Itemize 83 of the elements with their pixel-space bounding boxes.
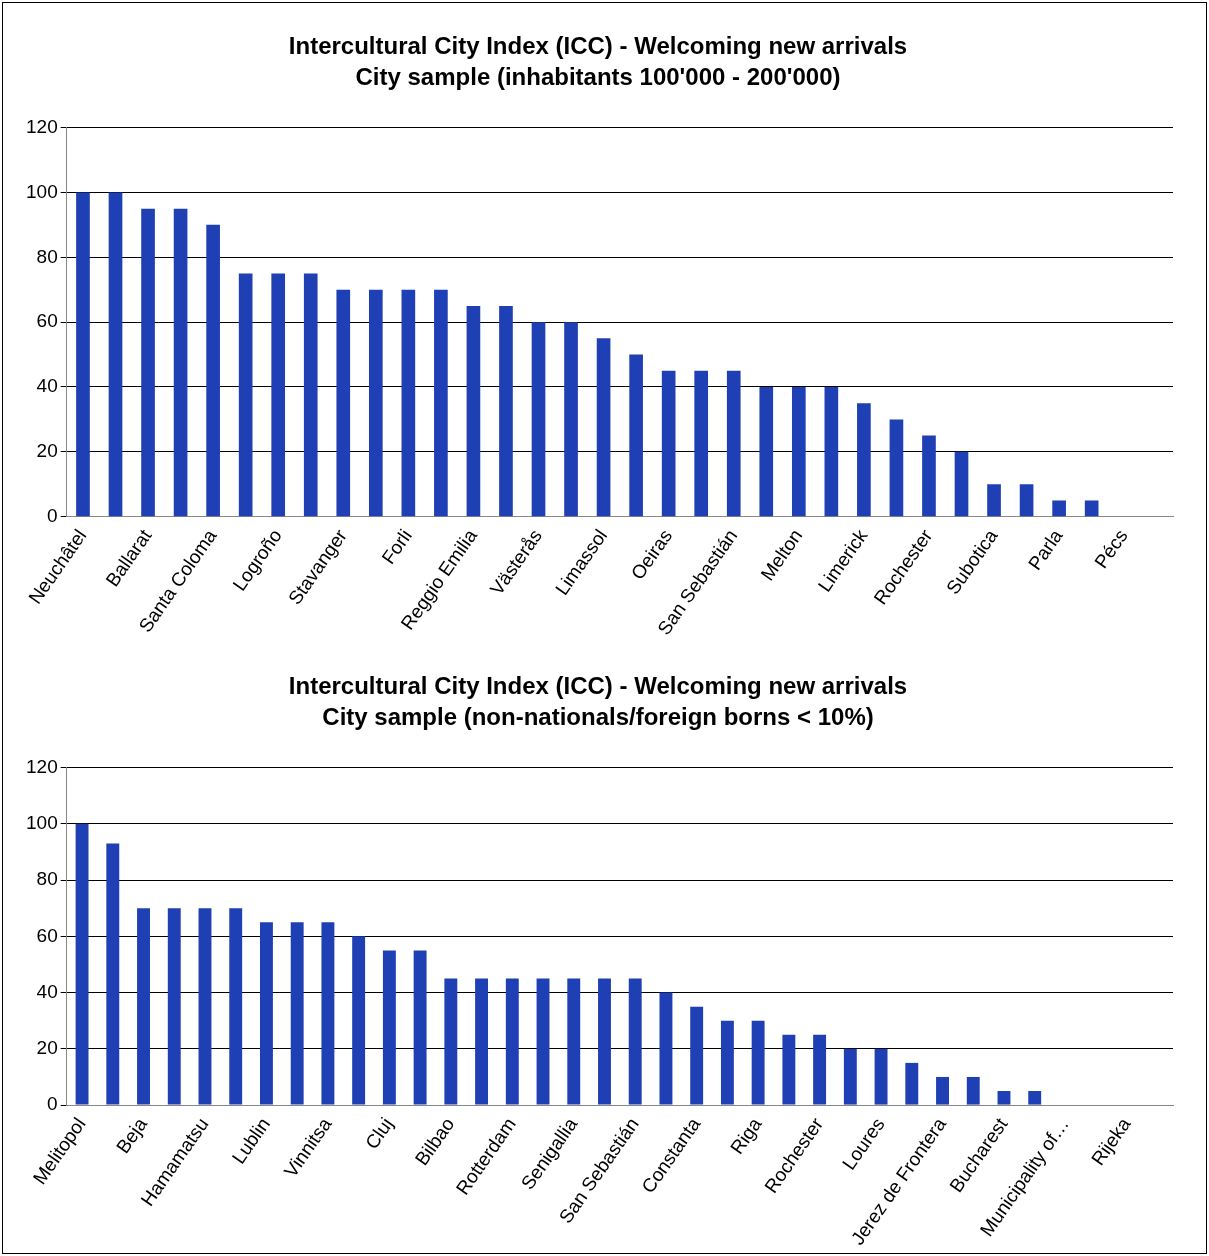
bar [76,192,90,517]
y-tick-label: 80 [36,868,58,890]
bar [659,992,673,1105]
y-tick-label: 20 [36,1037,58,1059]
bar [905,1062,919,1105]
chart-title: Intercultural City Index (ICC) - Welcoming new arrivals [288,672,908,700]
bar [382,950,396,1105]
bar [173,208,188,517]
bar [954,451,969,517]
bar [1052,500,1066,517]
y-tick-label: 60 [36,924,58,946]
y-tick-label: 40 [36,375,58,397]
bar [531,322,546,517]
bar [141,208,155,517]
y-tick-label: 60 [36,310,58,332]
bar [167,908,181,1105]
y-tick-label: 20 [36,440,58,462]
bar [401,289,416,517]
bar [271,273,286,517]
bar [889,419,904,517]
bar [290,922,304,1105]
bar [596,338,611,517]
y-tick-label: 120 [26,755,58,777]
bar [564,322,578,517]
y-tick-label: 100 [26,180,58,202]
bar [321,922,335,1105]
bar [368,289,383,517]
bar [536,978,550,1105]
chart-subtitle: City sample (inhabitants 100'000 - 200'000) [355,62,841,90]
bar [966,1076,980,1105]
y-tick-label: 0 [47,1093,58,1115]
y-tick-label: 0 [47,504,58,526]
bar [720,1020,734,1105]
bar [198,908,212,1105]
bar [598,978,611,1105]
bar [782,1034,796,1105]
bar [108,192,123,517]
y-tick-label: 100 [26,812,58,834]
bar [813,1034,827,1105]
bar [751,1020,765,1105]
bar [759,386,774,517]
bar [75,823,89,1105]
bar [936,1076,949,1105]
bar [413,950,427,1105]
bar [661,370,676,517]
y-tick-label: 120 [26,115,58,137]
bar [260,922,273,1105]
bar [229,908,243,1105]
x-tick-label: Cluj [360,1113,397,1153]
bar [238,273,253,517]
bar [206,224,220,517]
bar [106,843,120,1105]
bar [352,936,366,1105]
bar [475,978,489,1105]
bar [1028,1091,1042,1105]
bar [499,305,513,517]
bar [567,978,581,1105]
bar [857,403,871,517]
bar [466,305,481,517]
bar [434,289,448,517]
bar [336,289,351,517]
bar [874,1048,888,1105]
bar [628,978,642,1105]
bar [987,484,1001,517]
bar [843,1048,857,1105]
bar [629,354,643,517]
bar [444,978,458,1105]
bar [1084,500,1099,517]
y-tick-label: 80 [36,245,58,267]
chart-title: Intercultural City Index (ICC) - Welcoming new arrivals [288,32,908,60]
bar [137,908,150,1105]
bar [922,435,936,517]
bar [505,978,519,1105]
bar [303,273,318,517]
bar [690,1006,704,1105]
bar [694,370,709,517]
bar [824,386,839,517]
bar [997,1091,1011,1105]
bar [791,386,806,517]
chart-subtitle: City sample (non-nationals/foreign borns < 10%) [322,702,874,730]
y-tick-label: 40 [36,980,58,1002]
bar [1019,484,1034,517]
bar [726,370,741,517]
